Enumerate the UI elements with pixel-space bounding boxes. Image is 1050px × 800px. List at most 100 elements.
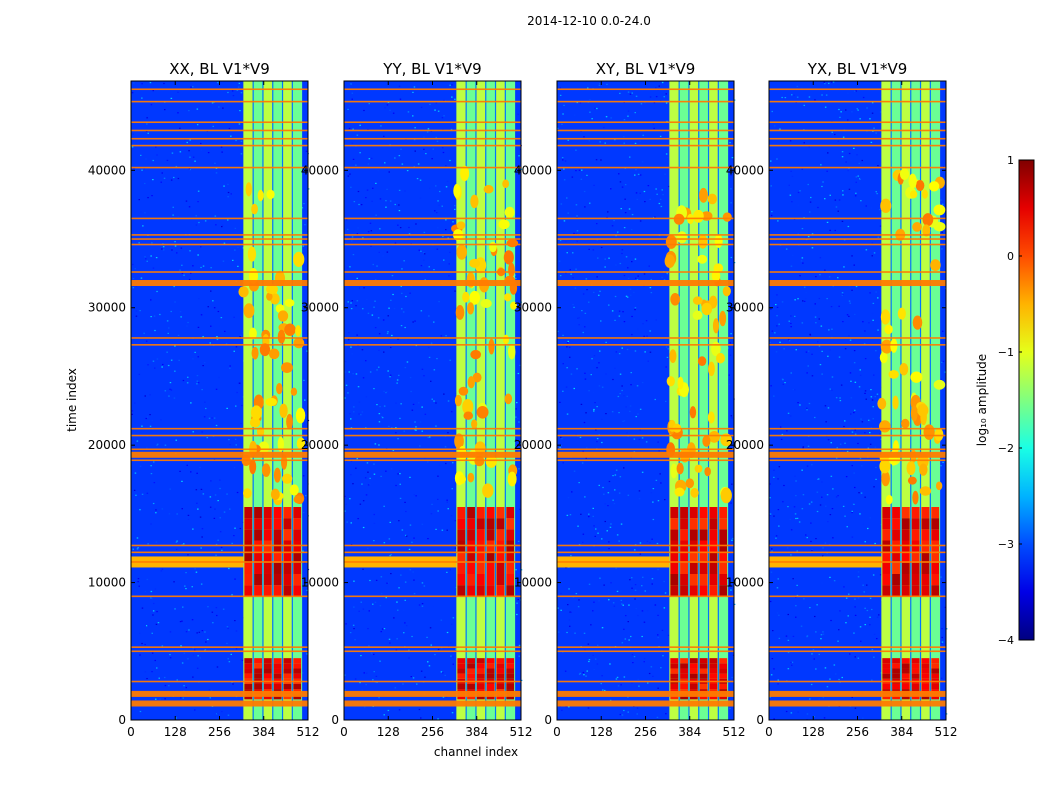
noise-speckle — [782, 501, 784, 503]
noise-speckle — [400, 403, 402, 405]
rfi-blob — [708, 430, 720, 443]
noise-speckle — [790, 554, 792, 556]
noise-speckle — [867, 527, 869, 530]
noise-speckle — [229, 365, 231, 367]
noise-speckle — [409, 377, 412, 379]
noise-speckle — [635, 608, 638, 610]
noise-speckle — [412, 91, 414, 93]
noise-speckle — [876, 393, 879, 395]
rfi-block — [921, 668, 930, 674]
noise-speckle — [211, 417, 213, 419]
noise-speckle — [816, 510, 819, 513]
noise-speckle — [875, 191, 877, 193]
noise-speckle — [840, 384, 843, 386]
noise-speckle — [305, 397, 307, 399]
noise-speckle — [728, 374, 730, 376]
y-tick-label: 10000 — [514, 576, 552, 590]
flagged-row — [344, 544, 521, 547]
noise-speckle — [649, 351, 652, 353]
noise-speckle — [808, 411, 810, 413]
rfi-block — [709, 562, 718, 574]
noise-speckle — [169, 488, 171, 490]
noise-speckle — [657, 441, 659, 443]
noise-speckle — [839, 443, 842, 445]
noise-speckle — [769, 483, 771, 485]
noise-speckle — [941, 636, 943, 639]
noise-speckle — [573, 114, 576, 116]
noise-speckle — [662, 194, 664, 196]
noise-speckle — [449, 84, 451, 86]
noise-speckle — [181, 508, 183, 510]
noise-speckle — [851, 431, 854, 433]
noise-speckle — [605, 413, 607, 415]
noise-speckle — [830, 81, 833, 83]
flagged-row — [344, 271, 521, 273]
rfi-block — [680, 585, 688, 597]
noise-speckle — [144, 671, 147, 673]
noise-speckle — [577, 606, 580, 608]
x-tick-label: 512 — [723, 725, 746, 739]
noise-speckle — [188, 168, 191, 170]
rfi-block — [283, 507, 292, 519]
noise-speckle — [801, 508, 804, 510]
noise-speckle — [144, 212, 146, 214]
noise-speckle — [230, 653, 232, 655]
noise-speckle — [636, 385, 639, 387]
rfi-block — [911, 673, 920, 679]
noise-speckle — [378, 421, 381, 423]
noise-speckle — [150, 316, 152, 318]
noise-speckle — [152, 159, 154, 162]
rfi-block — [670, 585, 679, 597]
noise-speckle — [423, 375, 425, 377]
rfi-blob — [276, 382, 283, 395]
channel-gap — [890, 81, 892, 720]
noise-speckle — [232, 95, 235, 97]
noise-speckle — [560, 592, 562, 595]
noise-speckle — [604, 258, 606, 260]
flagged-row — [344, 238, 521, 240]
rfi-blob — [676, 462, 684, 475]
noise-speckle — [411, 409, 414, 411]
noise-speckle — [839, 610, 841, 612]
rfi-block — [293, 529, 302, 541]
flagged-row — [557, 427, 734, 430]
noise-speckle — [440, 335, 443, 337]
x-tick-label: 512 — [297, 725, 320, 739]
noise-speckle — [241, 332, 244, 334]
noise-speckle — [240, 92, 243, 94]
colorbar-tick-label: 1 — [1007, 154, 1014, 167]
noise-speckle — [868, 322, 870, 324]
noise-speckle — [636, 279, 639, 281]
noise-speckle — [156, 358, 159, 360]
noise-speckle — [197, 356, 199, 358]
noise-speckle — [659, 198, 662, 200]
noise-speckle — [627, 494, 630, 496]
noise-speckle — [517, 113, 519, 115]
noise-speckle — [350, 474, 352, 476]
noise-speckle — [655, 96, 658, 98]
noise-speckle — [582, 293, 585, 295]
noise-speckle — [635, 192, 638, 194]
rfi-block — [244, 529, 253, 541]
noise-speckle — [774, 699, 776, 701]
flagged-row — [131, 129, 308, 132]
noise-speckle — [206, 437, 208, 439]
rfi-block — [293, 507, 302, 519]
rfi-block — [719, 683, 728, 690]
rfi-block — [263, 683, 272, 690]
noise-speckle — [192, 528, 194, 530]
rfi-block — [506, 683, 515, 690]
noise-speckle — [568, 706, 570, 708]
noise-speckle — [404, 367, 407, 369]
noise-speckle — [170, 529, 172, 531]
noise-speckle — [433, 321, 435, 323]
noise-speckle — [361, 411, 364, 413]
noise-speckle — [829, 194, 831, 196]
rfi-blob — [456, 221, 466, 230]
noise-speckle — [797, 402, 799, 404]
rfi-block — [496, 663, 505, 669]
noise-speckle — [793, 218, 796, 220]
noise-speckle — [596, 276, 598, 278]
noise-speckle — [860, 200, 862, 202]
noise-speckle — [387, 331, 389, 333]
